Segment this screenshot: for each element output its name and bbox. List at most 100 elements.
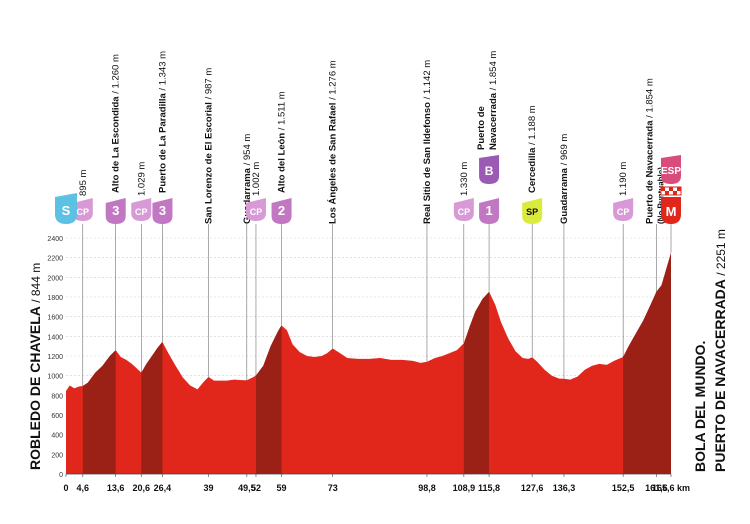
bonus-badge: B (479, 155, 500, 184)
y-tick-label: 2400 (47, 236, 63, 243)
x-tick-label: 152,5 (612, 483, 635, 493)
category-1-badge-label: 1 (485, 203, 492, 218)
y-tick-label: 0 (59, 472, 63, 479)
checkered-square (665, 191, 669, 195)
cp-badge-label: CP (458, 207, 471, 217)
waypoint-label: 1.330 m (459, 162, 470, 196)
cp-badge-shape (613, 198, 634, 221)
waypoint-label: San Lorenzo de El Escorial / 987 m (203, 68, 214, 224)
waypoint-label: 895 m (78, 170, 89, 196)
finish-badge-shape (661, 197, 681, 224)
waypoint-name: Puerto de Navacerrada (644, 120, 655, 224)
waypoint-name: Real Sitio de San Ildefonso (422, 102, 433, 224)
waypoint-altitude: / 1.854 m (488, 51, 499, 93)
start-altitude: / 844 m (29, 263, 43, 306)
checkered-square (677, 187, 681, 191)
waypoint-altitude: / 1.511 m (277, 91, 288, 133)
category-2-badge: 2 (271, 198, 292, 224)
waypoint-label: Real Sitio de San Ildefonso / 1.142 m (422, 60, 433, 224)
x-tick-label: 0 (63, 483, 68, 493)
category-3-badge-shape (152, 198, 173, 224)
waypoint-label: Cercedilla / 1.188 m (527, 105, 538, 193)
y-tick-label: 400 (51, 433, 63, 440)
cp-badge-shape (453, 198, 474, 221)
special-category-label: ESP (661, 166, 681, 177)
y-tick-label: 200 (51, 452, 63, 459)
x-tick-label: 161,6 (645, 483, 668, 493)
cp-badge-label: CP (250, 207, 263, 217)
y-tick-label: 1800 (47, 295, 63, 302)
waypoint-name: 895 m (78, 170, 89, 196)
waypoint-label: Puerto de Navacerrada / 1.854 m (644, 78, 655, 224)
sprint-badge: SP (522, 198, 543, 224)
x-tick-label: 165,6 km (652, 483, 690, 493)
sprint-badge-label: SP (526, 207, 538, 217)
waypoint-label: 1.029 m (136, 162, 147, 196)
start-badge-label: S (62, 203, 71, 218)
waypoint-label: 1.190 m (618, 162, 629, 196)
waypoint-label: Puerto de La Paradilla / 1.343 m (157, 51, 168, 193)
waypoint-label: Alto de La Escondida / 1.260 m (111, 54, 122, 193)
x-tick-label: 108,9 (453, 483, 476, 493)
cp-badge-label: CP (617, 207, 630, 217)
x-tick-label: 4,6 (77, 483, 90, 493)
waypoint-altitude: / 1.188 m (527, 105, 538, 147)
bonus-badge-shape (479, 155, 500, 184)
waypoint-name: 1.002 m (251, 162, 262, 196)
waypoint-name: Los Ángeles de San Rafael (328, 103, 339, 224)
waypoint-label: Guadarrama / 969 m (559, 134, 570, 224)
checkered-square (661, 187, 665, 191)
y-tick-label: 1400 (47, 334, 63, 341)
waypoint-name: 1.330 m (459, 162, 470, 196)
cp-badge: CP (453, 198, 474, 221)
waypoint-name: Puerto de (476, 106, 487, 150)
cp-badge: CP (245, 198, 266, 221)
waypoint-name-line2: Navacerrada (488, 92, 499, 150)
start-name: ROBLEDO DE CHAVELA (27, 306, 43, 470)
waypoint-label: Los Ángeles de San Rafael / 1.276 m (328, 60, 339, 224)
waypoint-altitude: / 1.343 m (157, 51, 168, 93)
y-tick-label: 2200 (47, 256, 63, 263)
category-1-badge-shape (479, 198, 500, 224)
category-3-badge-label: 3 (112, 203, 119, 218)
climb-segment (141, 252, 163, 474)
y-tick-label: 1000 (47, 374, 63, 381)
waypoint-name: Alto de La Escondida (111, 96, 122, 193)
cp-badge: CP (72, 198, 93, 221)
checkered-square (673, 191, 677, 195)
waypoint-name: Cercedilla (527, 147, 538, 193)
category-3-badge: 3 (152, 198, 173, 224)
waypoint-name: Puerto de La Paradilla (157, 93, 168, 193)
climb-segment (82, 252, 116, 474)
x-axis: 0 4,6 13,6 20,6 26,4 39 49,552 59 73 98,8 108,9 115… (63, 473, 690, 493)
x-tick-label: 73 (328, 483, 338, 493)
cp-badge-shape (131, 198, 152, 221)
finish-name-line1: BOLA DEL MUNDO. (692, 341, 708, 472)
x-tick-label: 26,4 (154, 483, 172, 493)
waypoint-altitude: / 954 m (242, 134, 253, 168)
waypoint-name: 1.190 m (618, 162, 629, 196)
waypoint-label-line2: Navacerrada / 1.854 m (488, 51, 499, 150)
x-tick-label: 115,8 (478, 483, 500, 493)
waypoint-altitude: / 1.276 m (328, 60, 339, 102)
waypoint-name: Guadarrama (242, 167, 253, 224)
waypoint-label: Guadarrama / 954 m (242, 134, 253, 224)
profile-area (66, 252, 671, 474)
y-axis: 0 200 400 600 800 1000 1200 1400 1600 1800 2000 220… (47, 236, 63, 479)
y-tick-label: 800 (51, 393, 63, 400)
category-1-badge: 1 (479, 198, 500, 224)
waypoint-altitude: / 1.854 m (644, 78, 655, 120)
x-tick-label: 13,6 (107, 483, 125, 493)
cp-badge-shape (72, 198, 93, 221)
y-tick-label: 1600 (47, 315, 63, 322)
waypoint-name: Alto del León (277, 133, 288, 193)
finish-location-label: PUERTO DE NAVACERRADA / 2251 m (712, 229, 728, 472)
x-tick-label: 52 (251, 483, 261, 493)
side-labels: ROBLEDO DE CHAVELA / 844 m BOLA DEL MUNDO… (27, 229, 728, 472)
start-badge: S (55, 193, 77, 224)
finish-altitude: / 2251 m (714, 229, 728, 279)
special-category-badge-top (661, 155, 681, 184)
cp-badge: CP (131, 198, 152, 221)
